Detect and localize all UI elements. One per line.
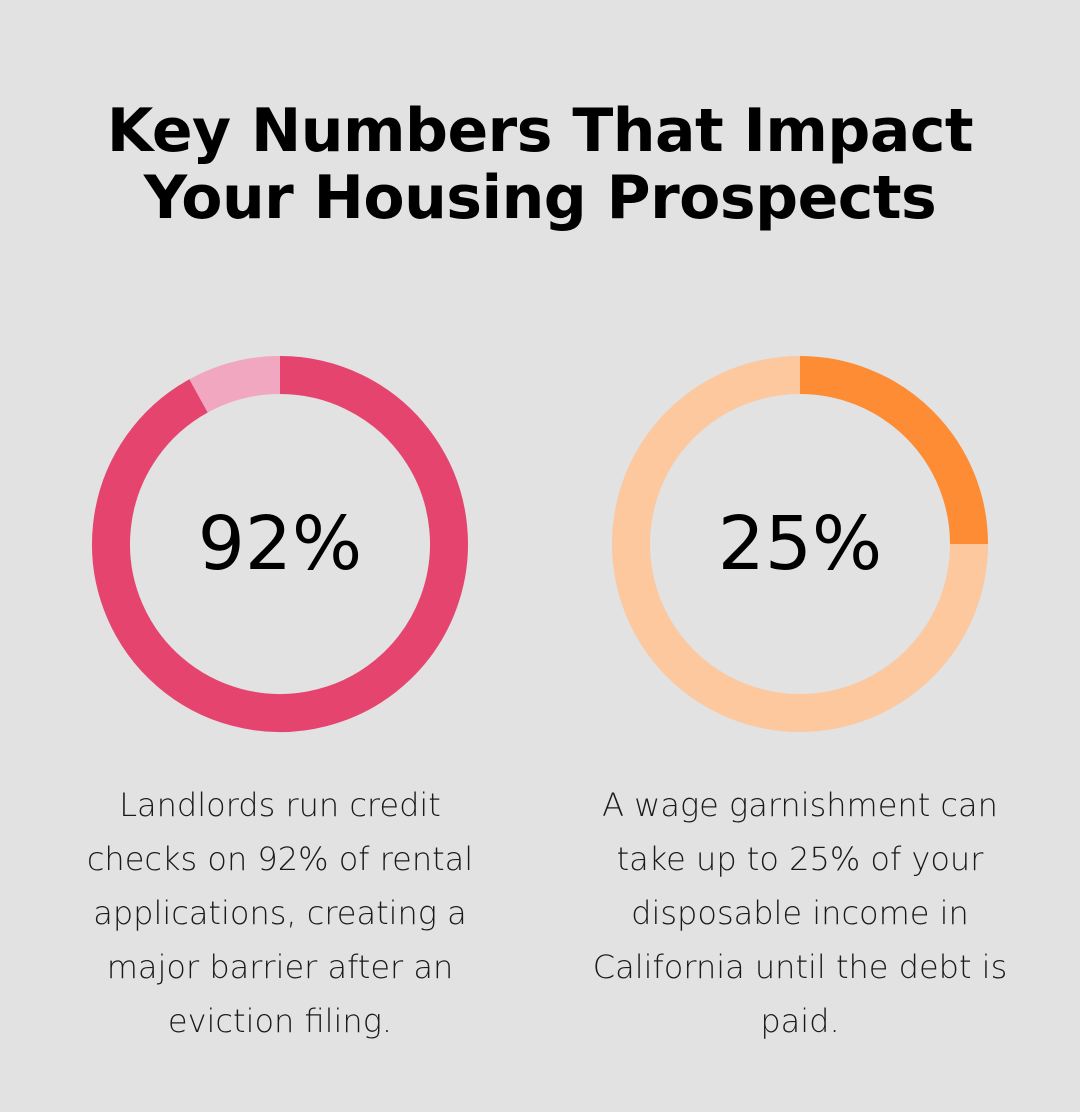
page-title: Key Numbers That Impact Your Housing Pro…: [0, 96, 1080, 234]
title-line-1: Key Numbers That Impact: [106, 96, 974, 166]
stat-description: Landlords run credit checks on 92% of re…: [86, 786, 474, 1040]
donut-chart-credit-checks: 92%: [92, 356, 468, 732]
donut-slice-0: [92, 356, 468, 732]
stat-card-wage-garnishment: 25% A wage garnishment can take up to 25…: [593, 354, 1007, 1040]
donut-chart-wage-garnishment: 25%: [612, 356, 988, 732]
donut-value-label: 92%: [198, 501, 362, 587]
donut-slice-1: [612, 356, 988, 732]
title-line-2: Your Housing Prospects: [143, 163, 937, 234]
donut-slice-1: [189, 356, 281, 413]
donut-slice-0: [799, 356, 988, 545]
stat-card-credit-checks: 92% Landlords run credit checks on 92% o…: [80, 354, 480, 1040]
donut-value-label: 25%: [718, 501, 882, 587]
stat-description: A wage garnishment can take up to 25% of…: [592, 786, 1008, 1040]
